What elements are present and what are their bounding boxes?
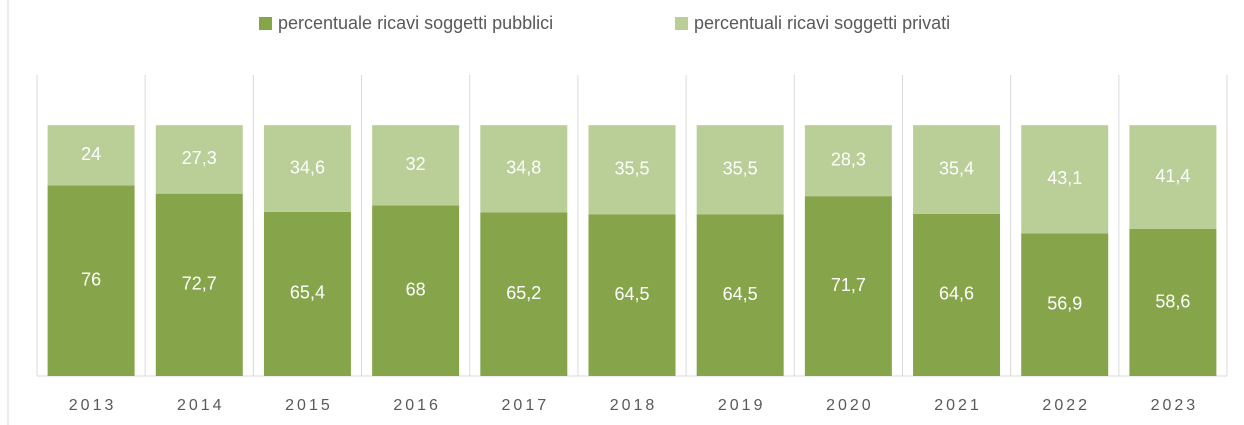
data-label: 65,2 — [506, 283, 541, 303]
data-label: 28,3 — [831, 149, 866, 169]
bar-segment — [804, 196, 892, 376]
data-label: 64,5 — [723, 284, 758, 304]
legend-label: percentuale ricavi soggetti pubblici — [278, 13, 553, 33]
x-tick-label: 2023 — [1151, 397, 1199, 414]
x-tick-label: 2015 — [285, 397, 333, 414]
data-label: 24 — [81, 144, 101, 164]
x-tick-label: 2013 — [69, 397, 117, 414]
bar-segment — [696, 125, 784, 215]
bar-segment — [372, 205, 460, 376]
x-tick-label: 2017 — [502, 397, 550, 414]
data-label: 34,8 — [506, 158, 541, 178]
bar-segment — [1129, 125, 1217, 230]
bar-segment — [1021, 233, 1109, 376]
x-tick-label: 2021 — [934, 397, 982, 414]
bar-segment — [47, 185, 135, 376]
x-tick-label: 2018 — [610, 397, 658, 414]
bar-segment — [696, 214, 784, 376]
x-tick-label: 2014 — [177, 397, 225, 414]
bar-segment — [263, 125, 351, 212]
x-tick-label: 2019 — [718, 397, 766, 414]
bar-segment — [155, 125, 243, 194]
data-label: 56,9 — [1047, 293, 1082, 313]
bar-segment — [480, 212, 568, 376]
data-label: 71,7 — [831, 275, 866, 295]
bar-segment — [47, 125, 135, 186]
x-tick-label: 2016 — [393, 397, 441, 414]
x-tick-label: 2022 — [1042, 397, 1090, 414]
bar-segment — [588, 214, 676, 376]
bar-segment — [913, 125, 1001, 214]
bar-segment — [1021, 125, 1109, 234]
bar-segment — [263, 211, 351, 376]
data-label: 34,6 — [290, 157, 325, 177]
bar-segment — [155, 193, 243, 376]
data-label: 27,3 — [182, 148, 217, 168]
data-label: 35,5 — [614, 158, 649, 178]
x-tick-label: 2020 — [826, 397, 874, 414]
data-label: 76 — [81, 269, 101, 289]
bar-segment — [913, 213, 1001, 376]
legend-swatch — [259, 17, 272, 30]
data-label: 43,1 — [1047, 168, 1082, 188]
data-label: 72,7 — [182, 274, 217, 294]
bar-segment — [480, 125, 568, 213]
data-label: 64,6 — [939, 284, 974, 304]
bar-segment — [372, 125, 460, 206]
data-label: 64,5 — [614, 284, 649, 304]
data-label: 65,4 — [290, 283, 325, 303]
data-label: 68 — [406, 279, 426, 299]
data-label: 35,5 — [723, 158, 758, 178]
data-label: 35,4 — [939, 158, 974, 178]
data-label: 41,4 — [1155, 166, 1190, 186]
legend-swatch — [675, 17, 688, 30]
bar-segment — [804, 125, 892, 197]
bar-segment — [1129, 229, 1217, 376]
bar-segment — [588, 125, 676, 215]
data-label: 58,6 — [1155, 291, 1190, 311]
legend-label: percentuali ricavi soggetti privati — [694, 13, 950, 33]
data-label: 32 — [406, 154, 426, 174]
